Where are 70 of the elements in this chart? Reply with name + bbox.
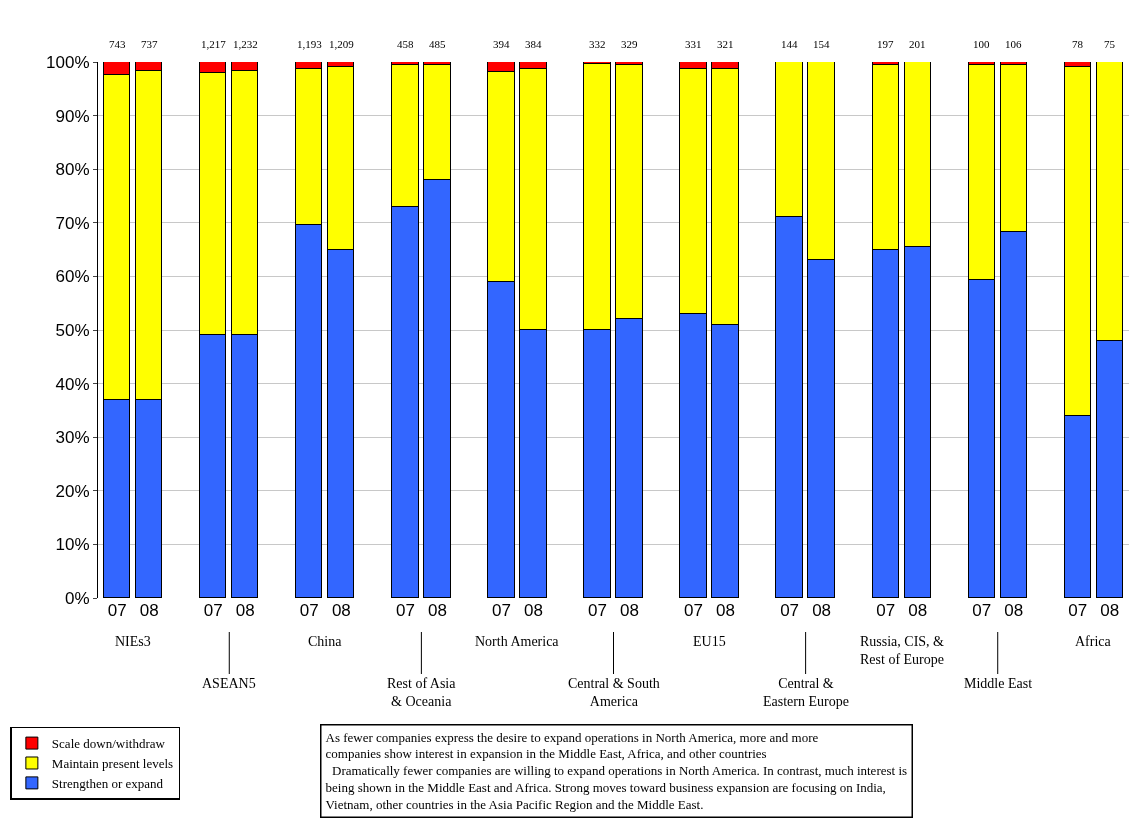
- text: 332: [589, 38, 606, 50]
- text: 106: [1005, 38, 1022, 50]
- text: 737: [141, 38, 158, 50]
- x-tick-label: 07: [491, 601, 511, 620]
- x-tick-label: 08: [523, 601, 543, 620]
- text: As fewer companies express the desire to expand operations in North America, more and more companies show interest in expansion in the Middle East, Africa, and other countries Dramatically fewer companies are willing to expand operations in North America. In contrast, much interest is being shown in the Middle East and Africa. Strong moves toward business expansion are focusing on India, Vietnam, other countries in the Asia Pacific Region and the Middle East.: [325, 729, 908, 813]
- text: 384: [525, 38, 542, 50]
- x-tick-label: 07: [684, 601, 704, 620]
- x-tick-label: 07: [1068, 601, 1088, 620]
- legend-label: Strengthen or expand: [51, 775, 164, 791]
- text: 1,193: [297, 38, 323, 50]
- text: 197: [877, 38, 894, 50]
- x-tick-label: 07: [203, 601, 223, 620]
- text: 154: [813, 38, 830, 50]
- x-tick-label: 08: [620, 601, 639, 620]
- text: Russia, CIS, & Rest of Europe: [860, 634, 945, 668]
- text: 78: [1072, 38, 1084, 50]
- text: EU15: [693, 634, 726, 649]
- text: 743: [109, 38, 126, 50]
- y-tick-label: 80%: [55, 160, 90, 180]
- text: 1,209: [329, 38, 355, 50]
- x-tick-label: 07: [780, 601, 800, 620]
- x-tick-label: 08: [1100, 601, 1120, 620]
- x-tick-label: 07: [107, 601, 127, 620]
- x-tick-label: 07: [299, 601, 319, 620]
- x-tick-label: 08: [139, 601, 159, 620]
- x-tick-label: 08: [716, 601, 736, 620]
- x-tick-label: 07: [876, 601, 896, 620]
- text: 485: [429, 38, 446, 50]
- text: Central & South America: [568, 676, 660, 710]
- text: 458: [397, 38, 414, 50]
- text: Africa: [1075, 634, 1112, 649]
- text: ASEAN5: [202, 676, 256, 691]
- text: 321: [717, 38, 734, 50]
- legend-label: Scale down/withdraw: [51, 736, 166, 752]
- x-tick-label: 08: [1004, 601, 1024, 620]
- text: 201: [909, 38, 926, 50]
- x-tick-label: 07: [395, 601, 415, 620]
- text: Central & Eastern Europe: [763, 676, 849, 710]
- text: 100: [973, 38, 990, 50]
- text: Middle East: [964, 676, 1033, 691]
- text: China: [308, 634, 343, 649]
- x-tick-label: 08: [812, 601, 832, 620]
- y-tick-label: 70%: [55, 213, 90, 233]
- legend-label: Maintain present levels: [51, 756, 174, 772]
- text: North America: [475, 634, 560, 649]
- y-tick-label: 30%: [55, 428, 90, 448]
- x-tick-label: 07: [972, 601, 992, 620]
- text: 1,232: [233, 38, 258, 50]
- y-tick-label: 90%: [55, 106, 90, 126]
- text: 144: [781, 38, 798, 50]
- x-tick-label: 08: [908, 601, 928, 620]
- text: 329: [621, 38, 638, 50]
- text: 331: [685, 38, 702, 50]
- text: Rest of Asia & Oceania: [387, 676, 457, 710]
- x-tick-label: 07: [588, 601, 607, 620]
- x-tick-label: 08: [427, 601, 447, 620]
- y-tick-label: 50%: [55, 320, 90, 340]
- text: 1,217: [201, 38, 227, 50]
- x-tick-label: 08: [235, 601, 255, 620]
- text: NIEs3: [115, 634, 151, 649]
- x-tick-label: 08: [331, 601, 351, 620]
- y-tick-label: 60%: [55, 267, 90, 287]
- y-tick-label: 40%: [55, 374, 90, 394]
- text: 75: [1104, 38, 1116, 50]
- y-tick-label: 10%: [55, 535, 90, 555]
- y-tick-label: 100%: [46, 52, 90, 72]
- y-tick-label: 0%: [65, 588, 90, 608]
- text: 394: [493, 38, 510, 50]
- y-tick-label: 20%: [55, 481, 90, 501]
